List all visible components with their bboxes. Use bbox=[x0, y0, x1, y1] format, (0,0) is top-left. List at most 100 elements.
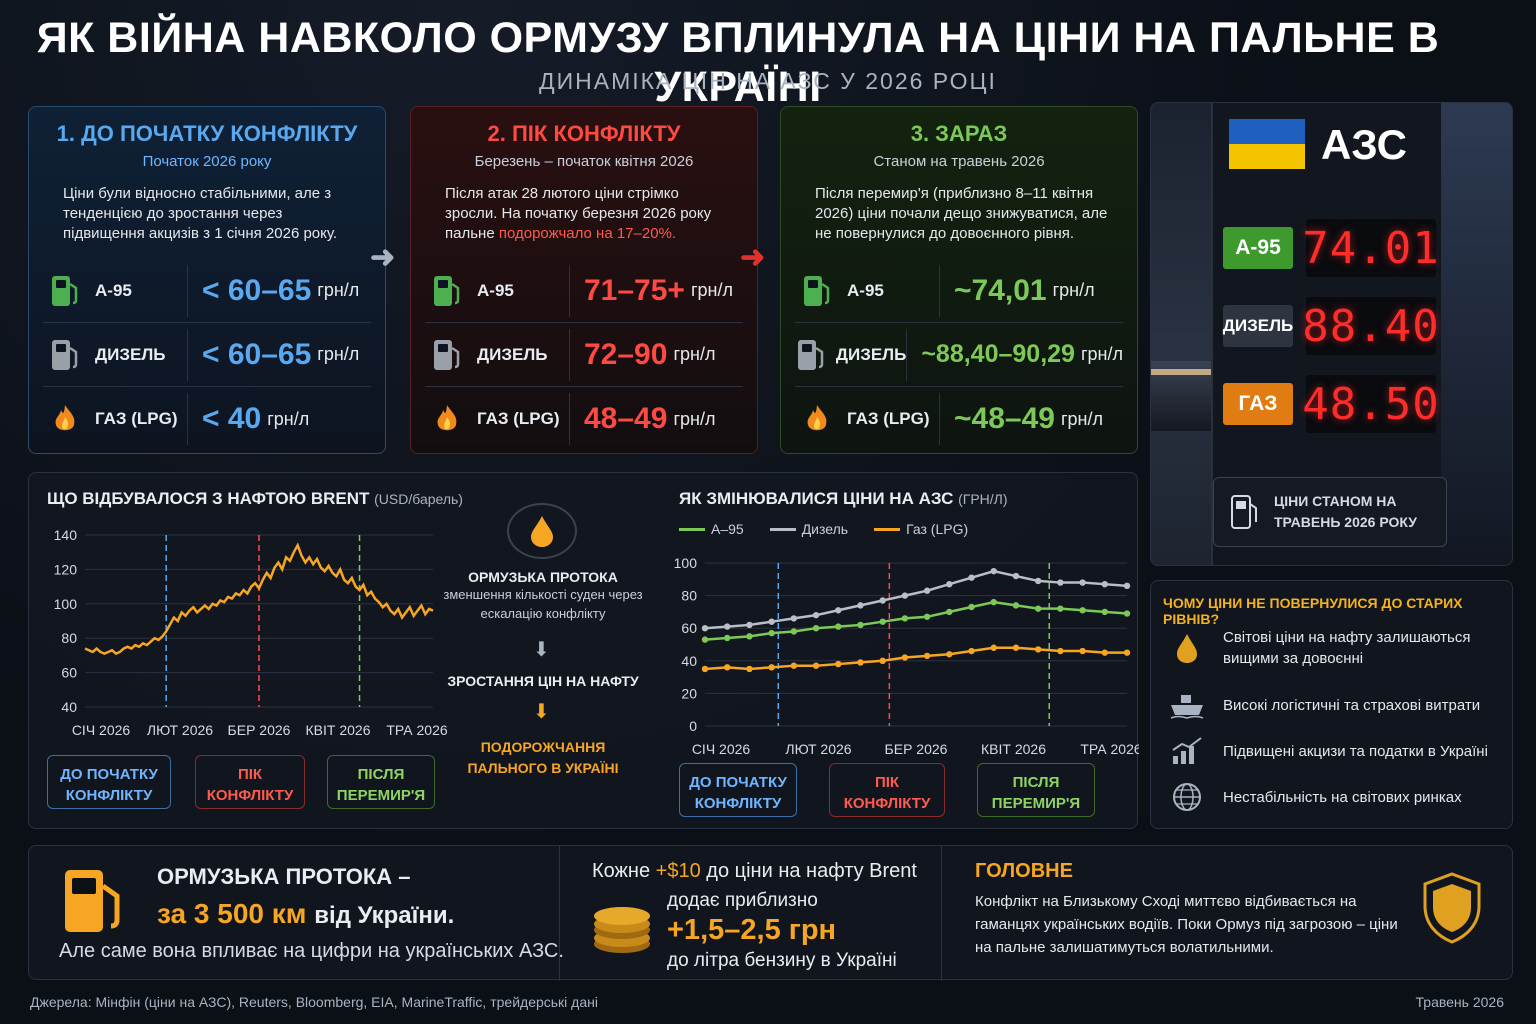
stage-heading: 3. ЗАРАЗ bbox=[910, 121, 1008, 146]
brent-effect-line: Кожне +$10 до ціни на нафту Brent bbox=[592, 860, 917, 883]
pump-chart-title: ЯК ЗМІНЮВАЛИСЯ ЦІНИ НА АЗС (ГРН/Л) bbox=[679, 489, 1008, 509]
brent-effect-tail: до ціни на нафту Brent bbox=[706, 860, 917, 882]
fuel-price-unit: грн/л bbox=[1080, 344, 1123, 364]
why-item-text: Світові ціни на нафту залишаються вищими… bbox=[1223, 629, 1471, 667]
fuel-price-unit: грн/л bbox=[317, 280, 360, 300]
data-point bbox=[946, 580, 953, 588]
coins-icon bbox=[594, 907, 650, 953]
why-item: Підвищені акцизи та податки в Україні bbox=[1169, 733, 1513, 769]
fuel-price-value: 71–75+ bbox=[584, 273, 685, 307]
data-point bbox=[946, 651, 953, 658]
fuel-row-diesel: ДИЗЕЛЬ < 60–65 грн/л bbox=[43, 323, 371, 387]
fuel-price-unit: грн/л bbox=[317, 344, 360, 364]
arrow-right-icon: ➜ bbox=[740, 241, 766, 274]
station-sign-label: АЗС bbox=[1321, 121, 1407, 168]
fuel-label: А-95 bbox=[95, 280, 132, 300]
x-tick-label: ТРА 2026 bbox=[1080, 741, 1139, 757]
gas-station-sign: АЗС А-95 74.01 ДИЗЕЛЬ 88.40 ГАЗ 48.50 ЦІ… bbox=[1150, 102, 1513, 566]
pump-chart: 0 20 40 60 80 100 СІЧ 2026 ЛЮТ 2026 БЕР 2026 КВІТ… bbox=[674, 555, 1139, 757]
data-point bbox=[923, 652, 931, 660]
data-point bbox=[857, 602, 864, 609]
brent-chart: 40 60 80 100 120 140 СІЧ 2026 ЛЮТ 2026 БЕР 2026 К… bbox=[54, 527, 448, 738]
fuel-price: 71–75+ грн/л bbox=[569, 264, 743, 317]
divider bbox=[941, 846, 942, 981]
stage-conflict-peak: 2. ПІК КОНФЛІКТУ Березень – початок квіт… bbox=[410, 106, 758, 454]
stage-description: Після перемир'я (приблизно 8–11 квітня 2… bbox=[815, 185, 1108, 242]
data-point bbox=[812, 625, 820, 632]
data-point bbox=[1057, 605, 1064, 612]
x-tick-label: БЕР 2026 bbox=[885, 741, 948, 757]
fuel-label: А-95 bbox=[847, 280, 884, 300]
data-point bbox=[1101, 580, 1108, 588]
fuel-price-value: < 60–65 bbox=[202, 273, 312, 307]
stage-description-highlight: подорожчало на 17–20%. bbox=[498, 225, 677, 242]
stage-now: 3. ЗАРАЗ Станом на травень 2026 Після пе… bbox=[780, 106, 1138, 454]
stage-description: Після атак 28 лютого ціни стрімко зросли… bbox=[445, 184, 735, 250]
data-point bbox=[835, 607, 842, 614]
x-tick-label: СІЧ 2026 bbox=[692, 741, 751, 757]
arrow-down-icon: ⬇ bbox=[533, 701, 550, 723]
fuel-price-value: 72–90 bbox=[584, 337, 668, 371]
phase-peak-label: ПІК КОНФЛІКТУ bbox=[829, 763, 945, 817]
series-line bbox=[704, 600, 1128, 641]
fuel-price-unit: грн/л bbox=[267, 408, 310, 429]
data-point bbox=[901, 615, 909, 622]
fuel-pump-icon bbox=[795, 333, 828, 377]
fuel-price-value: < 40 bbox=[202, 402, 262, 435]
ukraine-flag-icon bbox=[1229, 119, 1305, 169]
y-tick-label: 120 bbox=[54, 561, 78, 577]
data-point bbox=[790, 662, 798, 669]
fuel-price: ~88,40–90,29 грн/л bbox=[906, 328, 1123, 381]
globe-icon bbox=[1169, 779, 1205, 815]
data-point bbox=[1079, 647, 1086, 655]
stage-before-conflict: 1. ДО ПОЧАТКУ КОНФЛІКТУ Початок 2026 рок… bbox=[28, 106, 386, 454]
legend-item: А–95 bbox=[679, 521, 744, 537]
y-tick-label: 100 bbox=[54, 596, 78, 612]
data-point bbox=[724, 623, 731, 630]
fuel-row-lpg: ГАЗ (LPG) ~48–49 грн/л bbox=[795, 387, 1123, 451]
fuel-price-list: А-95 < 60–65 грн/л ДИЗЕЛЬ < 60–65 грн/л ГА… bbox=[43, 259, 371, 451]
stage-description-text: Після атак 28 лютого ціни стрімко зросли… bbox=[445, 185, 712, 242]
flow-step-fuel: ПОДОРОЖЧАННЯ ПАЛЬНОГО В УКРАЇНІ bbox=[467, 739, 619, 776]
why-item-text: Високі логістичні та страхові витрати bbox=[1223, 696, 1481, 714]
fuel-row-a95: А-95 71–75+ грн/л bbox=[425, 259, 743, 323]
fuel-pump-icon bbox=[1231, 495, 1257, 529]
y-tick-label: 100 bbox=[674, 555, 698, 571]
fuel-label: ДИЗЕЛЬ bbox=[95, 344, 166, 364]
fuel-label: ГАЗ (LPG) bbox=[95, 409, 178, 428]
oil-drop-icon bbox=[1169, 630, 1205, 666]
shield-icon bbox=[1423, 872, 1481, 944]
data-point bbox=[701, 625, 709, 632]
fuel-price: < 40 грн/л bbox=[187, 393, 371, 445]
fuel-price: 72–90 грн/л bbox=[569, 328, 743, 381]
data-point bbox=[724, 664, 731, 671]
strait-title: ОРМУЗЬКА ПРОТОКА – bbox=[157, 864, 411, 889]
why-item-text: Підвищені акцизи та податки в Україні bbox=[1223, 742, 1488, 760]
x-tick-label: ЛЮТ 2026 bbox=[147, 722, 213, 738]
series-line bbox=[704, 646, 1127, 671]
x-tick-label: СІЧ 2026 bbox=[72, 722, 131, 738]
stage-period: Березень – початок квітня 2026 bbox=[474, 153, 694, 170]
brent-chart-title: ЩО ВІДБУВАЛОСЯ З НАФТОЮ BRENT (USD/барел… bbox=[47, 489, 463, 509]
stage-heading: 1. ДО ПОЧАТКУ КОНФЛІКТУ bbox=[56, 121, 358, 146]
charts-panel: ЩО ВІДБУВАЛОСЯ З НАФТОЮ BRENT (USD/барел… bbox=[28, 472, 1139, 829]
fuel-row-a95: А-95 ~74,01 грн/л bbox=[795, 259, 1123, 323]
phase-after-label: ПІСЛЯ ПЕРЕМИР'Я bbox=[977, 763, 1095, 817]
fuel-row-diesel: ДИЗЕЛЬ ~88,40–90,29 грн/л bbox=[795, 323, 1123, 387]
fuel-row-lpg: ГАЗ (LPG) < 40 грн/л bbox=[43, 387, 371, 451]
publication-date: Травень 2026 bbox=[1415, 994, 1504, 1010]
divider bbox=[559, 846, 560, 981]
data-point bbox=[835, 623, 842, 630]
data-point bbox=[1101, 608, 1108, 616]
strait-distance-line: за 3 500 км від України. bbox=[157, 898, 454, 930]
data-point bbox=[1012, 572, 1020, 580]
fuel-price-value: ~74,01 bbox=[954, 273, 1047, 307]
fuel-label: ГАЗ (LPG) bbox=[847, 409, 930, 428]
fuel-price: ~48–49 грн/л bbox=[939, 393, 1123, 445]
stage-period: Станом на травень 2026 bbox=[873, 153, 1045, 170]
fuel-price-unit: грн/л bbox=[673, 408, 716, 429]
price-display: 88.40 bbox=[1302, 297, 1439, 355]
fuel-price-value: ~88,40–90,29 bbox=[921, 340, 1075, 368]
data-point bbox=[746, 633, 753, 640]
data-point bbox=[901, 592, 909, 599]
